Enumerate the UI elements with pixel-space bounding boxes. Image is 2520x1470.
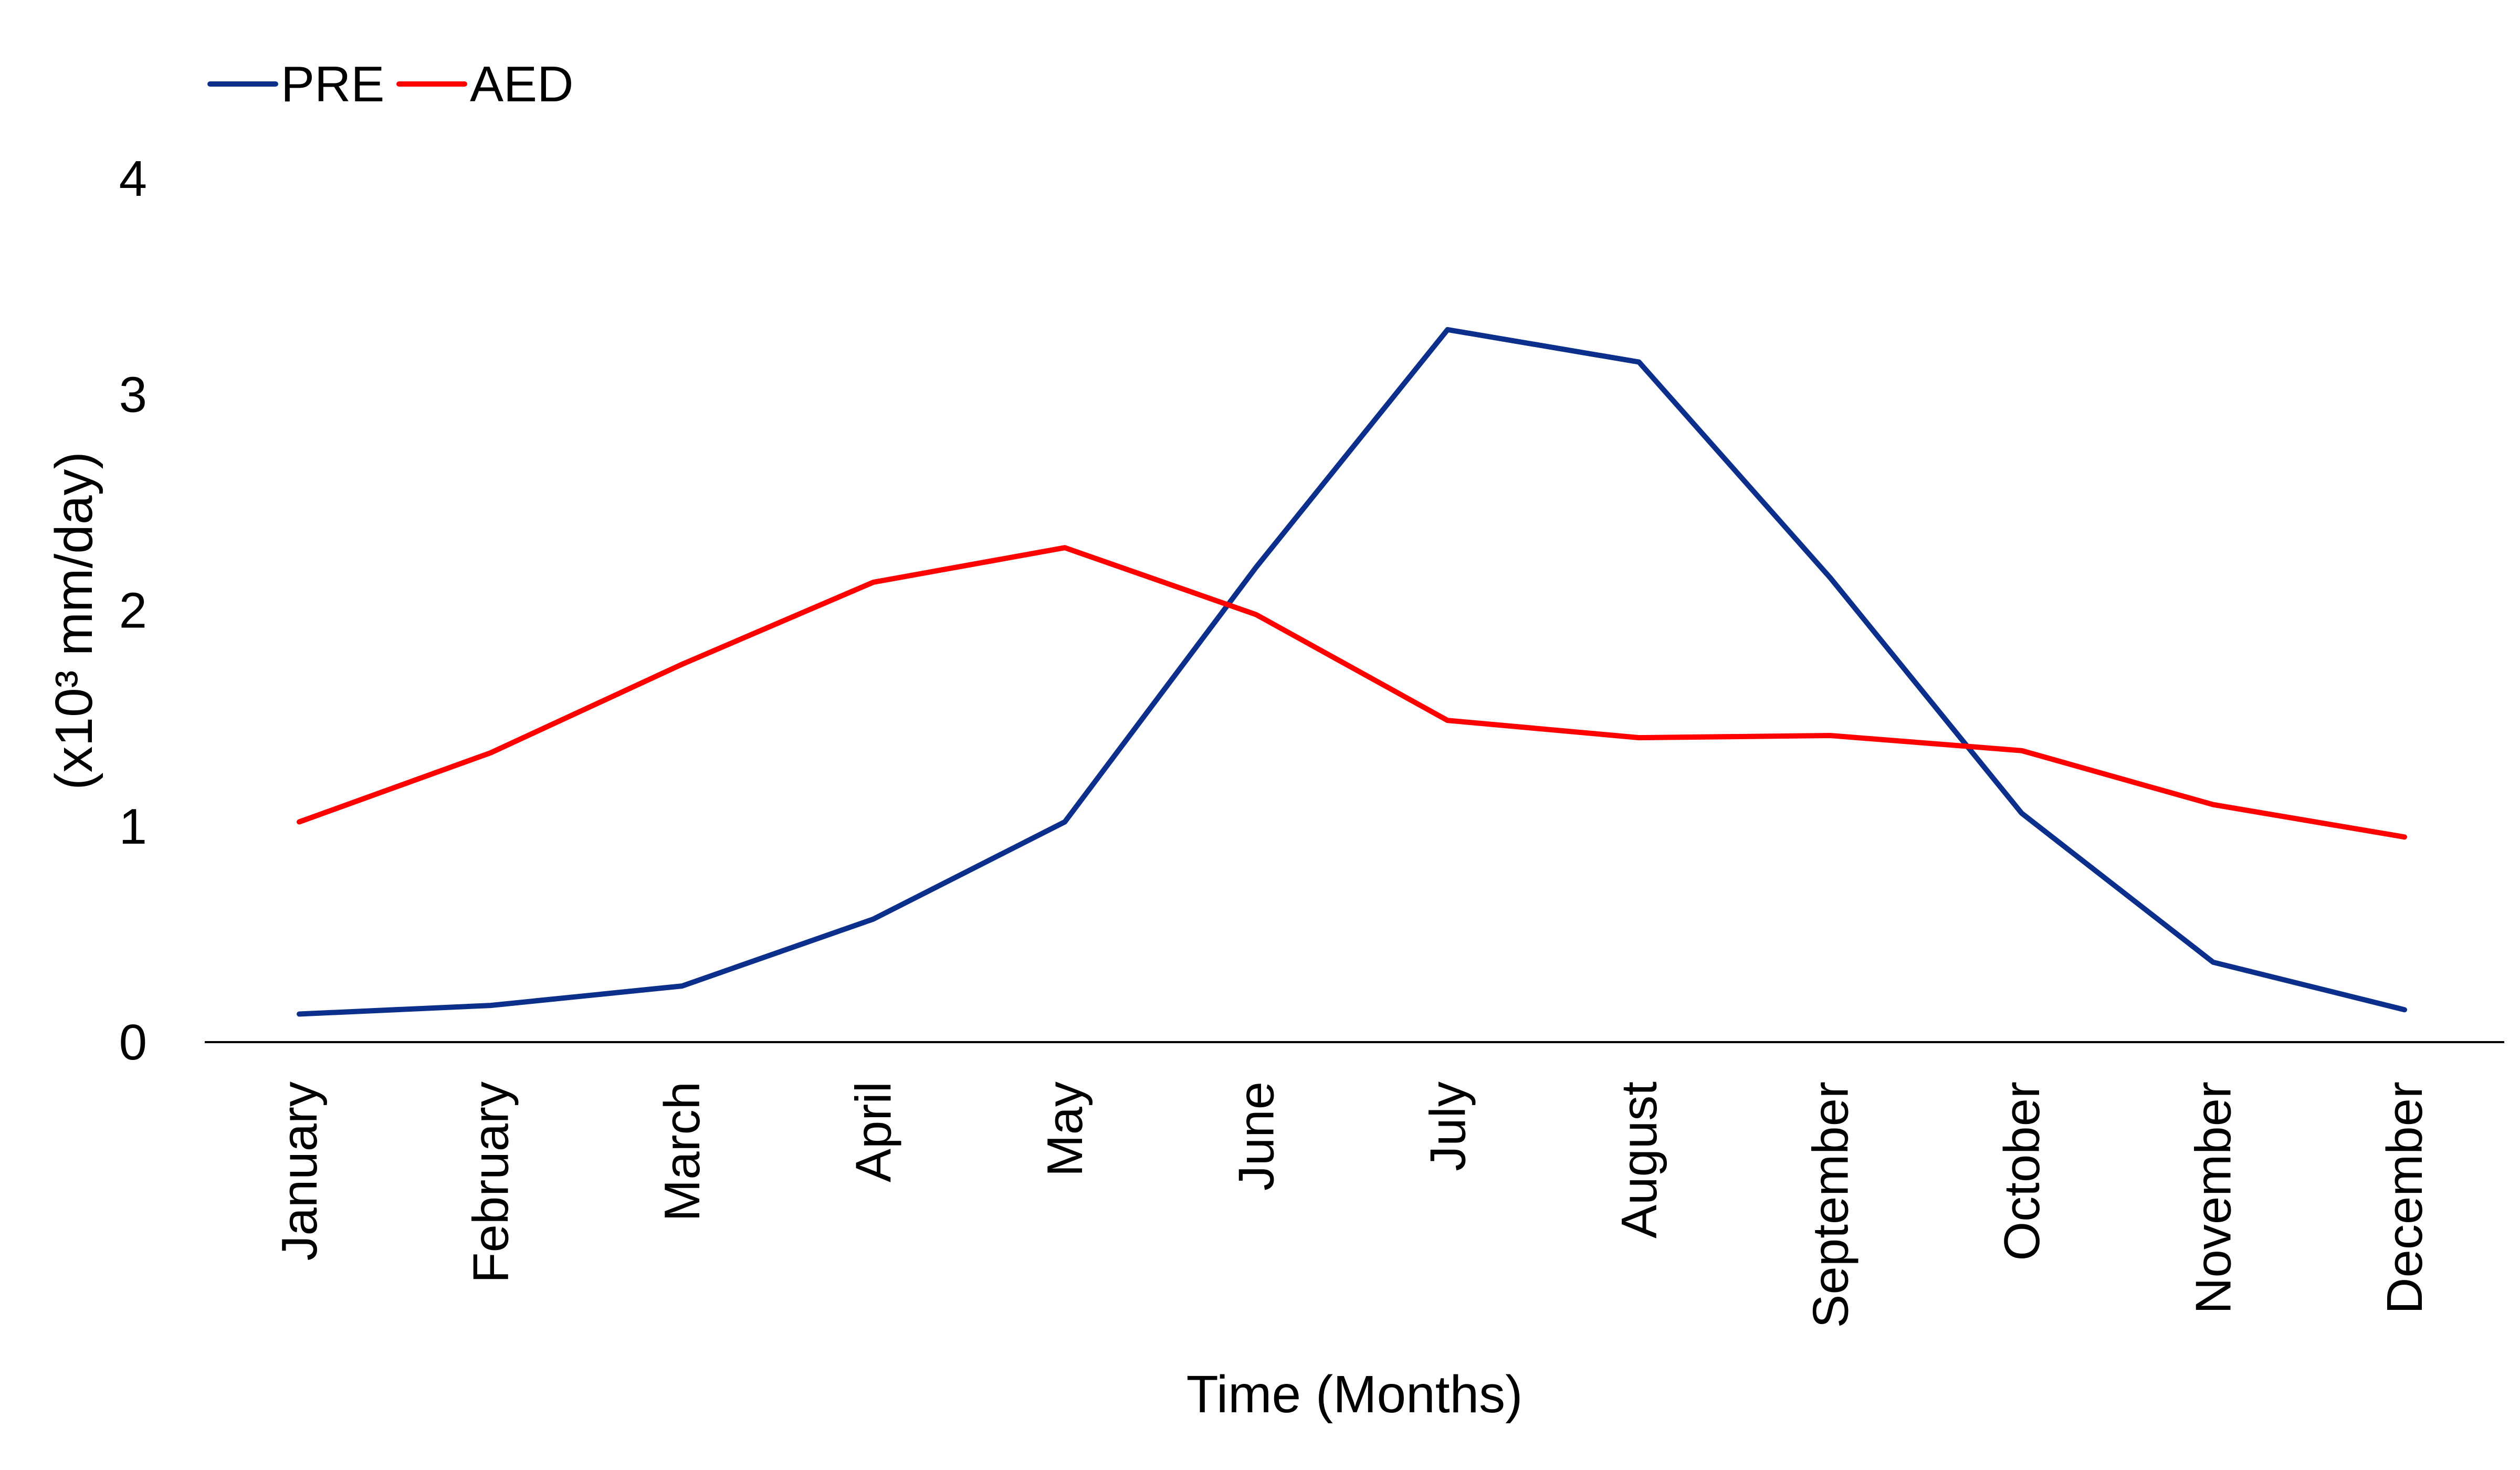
x-tick-label: March [654, 1082, 710, 1222]
x-tick-label: November [2185, 1082, 2241, 1314]
x-tick-label: January [271, 1082, 328, 1261]
series-line-aed [297, 545, 2407, 840]
series-layer [297, 327, 2407, 1017]
y-axis-title: (x10³ mm/day) [45, 452, 103, 790]
x-axis-title: Time (Months) [1186, 1365, 1523, 1424]
series-line-pre [297, 327, 2407, 1017]
x-tick-label: September [1802, 1082, 1858, 1328]
y-tick-label: 1 [119, 799, 147, 855]
x-tick-label: August [1611, 1082, 1667, 1238]
legend: PRE AED [207, 56, 573, 112]
y-tick-label: 4 [119, 151, 147, 207]
x-tick-label: June [1228, 1082, 1285, 1191]
x-tick-label: December [2377, 1082, 2433, 1314]
legend-label-aed: AED [470, 56, 573, 112]
x-axis-ticks: January February March April May June July Augu… [271, 1082, 2433, 1328]
x-tick-label: October [1994, 1082, 2050, 1261]
y-tick-label: 2 [119, 583, 147, 639]
y-tick-label: 3 [119, 366, 147, 423]
x-tick-label: July [1420, 1082, 1476, 1171]
legend-label-pre: PRE [281, 56, 384, 112]
y-axis-ticks: 0 1 2 3 4 [119, 151, 147, 1070]
y-tick-label: 0 [119, 1014, 147, 1070]
x-tick-label: May [1037, 1082, 1093, 1177]
x-tick-label: April [846, 1082, 902, 1182]
x-tick-label: February [463, 1082, 519, 1283]
